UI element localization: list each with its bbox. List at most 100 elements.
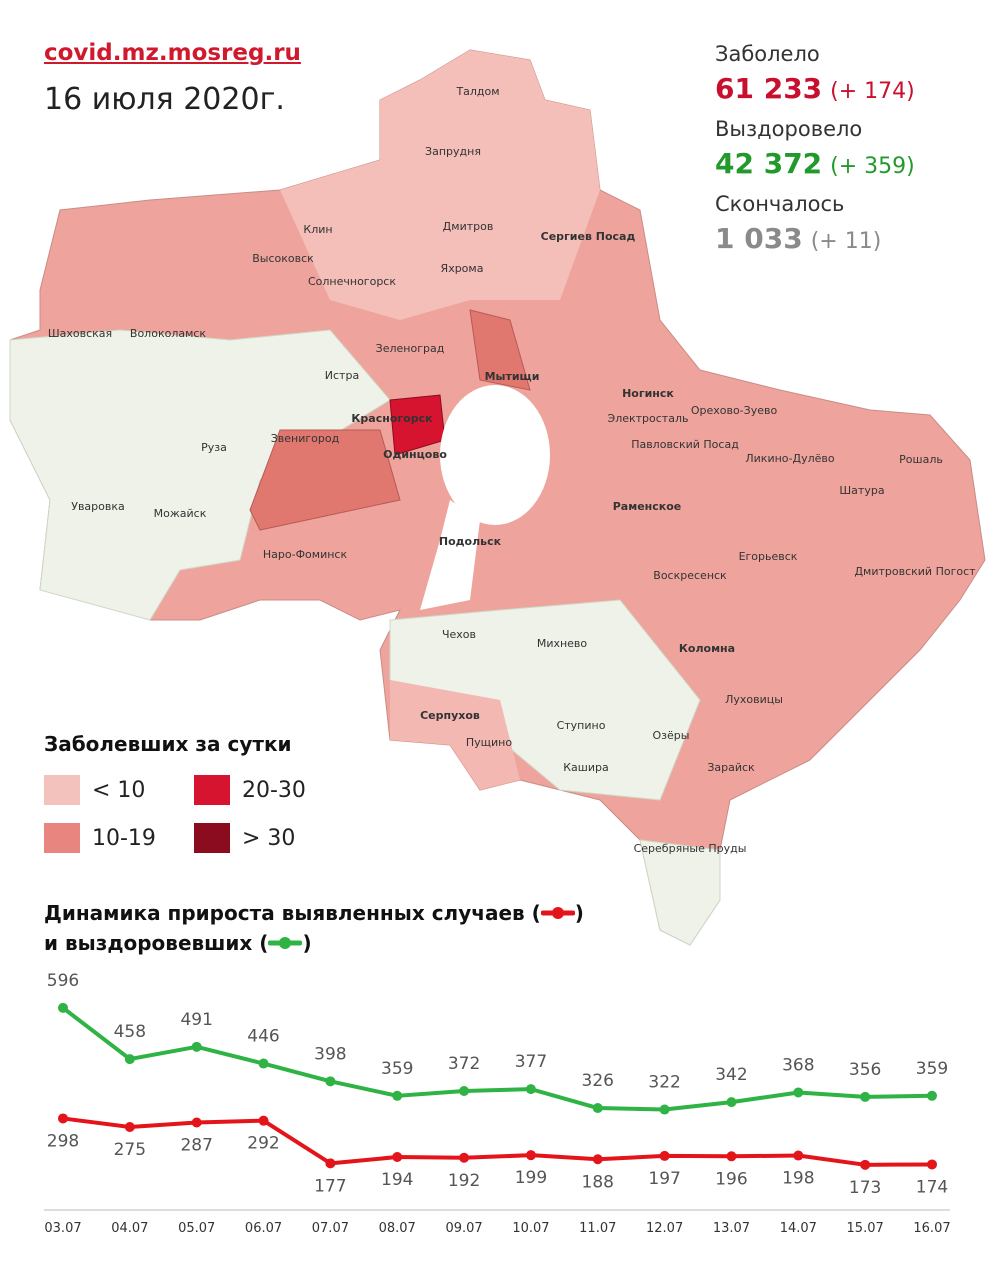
place-label: Волоколамск bbox=[130, 327, 207, 340]
point bbox=[58, 1113, 68, 1124]
x-tick-label: 15.07 bbox=[847, 1221, 884, 1236]
point bbox=[325, 1076, 336, 1087]
region bbox=[280, 50, 600, 320]
x-tick-label: 04.07 bbox=[111, 1221, 148, 1236]
point bbox=[659, 1104, 670, 1115]
region bbox=[9, 329, 391, 621]
stat-value: 1 033 bbox=[715, 222, 803, 255]
x-tick-label: 11.07 bbox=[579, 1221, 616, 1236]
place-label: Солнечногорск bbox=[308, 275, 396, 288]
map: Талдом Запрудня Клин Дмитров Сергиев Посад Вы… bbox=[9, 49, 986, 946]
point bbox=[191, 1041, 202, 1052]
data-label: 198 bbox=[782, 1169, 814, 1189]
place-label: Михнево bbox=[537, 637, 588, 650]
legend-label: 20-30 bbox=[242, 777, 306, 803]
x-tick-label: 12.07 bbox=[646, 1221, 683, 1236]
x-tick-label: 08.07 bbox=[379, 1221, 416, 1236]
legend-dot bbox=[279, 937, 292, 949]
place-label: Одинцово bbox=[383, 448, 447, 461]
place-label: Руза bbox=[201, 441, 227, 454]
place-label: Талдом bbox=[455, 85, 499, 98]
stat-value: 61 233 bbox=[715, 72, 823, 105]
data-label: 446 bbox=[247, 1027, 279, 1047]
point bbox=[927, 1090, 937, 1101]
place-label: Ногинск bbox=[622, 387, 674, 400]
stat-label: Скончалось bbox=[715, 192, 845, 216]
data-label: 356 bbox=[849, 1060, 881, 1080]
point bbox=[525, 1084, 536, 1095]
series-line bbox=[62, 1116, 933, 1167]
place-label: Кашира bbox=[563, 761, 609, 774]
data-label: 368 bbox=[782, 1055, 814, 1075]
date: 16 июля 2020г. bbox=[44, 82, 285, 117]
point bbox=[860, 1091, 871, 1102]
region bbox=[469, 309, 531, 391]
title-line: и выздоровевших () bbox=[44, 928, 584, 958]
place-label: Мытищи bbox=[485, 370, 540, 383]
data-label: 199 bbox=[515, 1168, 547, 1188]
legend-swatch bbox=[540, 907, 576, 919]
point bbox=[459, 1085, 470, 1096]
legend-swatch bbox=[44, 823, 80, 853]
point bbox=[726, 1151, 737, 1162]
place-label: Зеленоград bbox=[376, 342, 445, 355]
x-tick-label: 14.07 bbox=[780, 1221, 817, 1236]
data-label: 491 bbox=[180, 1010, 212, 1030]
data-label: 322 bbox=[648, 1073, 680, 1093]
data-label: 298 bbox=[47, 1131, 79, 1151]
place-label: Раменское bbox=[613, 500, 682, 513]
bracket: ( bbox=[259, 931, 269, 955]
stat-label: Выздоровело bbox=[715, 117, 863, 141]
place-label: Зарайск bbox=[707, 761, 755, 774]
place-label: Наро-Фоминск bbox=[263, 548, 348, 561]
place-label: Клин bbox=[303, 223, 332, 236]
site-url: covid.mz.mosreg.ru bbox=[44, 40, 301, 66]
place-label: Луховицы bbox=[725, 693, 783, 706]
title-line: Динамика прироста выявленных случаев () bbox=[44, 898, 584, 928]
data-label: 292 bbox=[247, 1134, 279, 1154]
place-label: Серпухов bbox=[420, 709, 480, 722]
place-label: Звенигород bbox=[271, 432, 340, 445]
point bbox=[392, 1090, 403, 1101]
legend-swatch bbox=[194, 775, 230, 805]
place-label: Рошаль bbox=[899, 453, 943, 466]
point bbox=[325, 1158, 336, 1169]
point bbox=[592, 1103, 603, 1114]
stat-delta: (+ 359) bbox=[830, 154, 915, 179]
x-tick-label: 10.07 bbox=[512, 1221, 549, 1236]
point bbox=[592, 1154, 603, 1165]
data-label: 326 bbox=[582, 1071, 614, 1091]
x-tick-label: 03.07 bbox=[44, 1221, 81, 1236]
data-label: 177 bbox=[314, 1176, 346, 1196]
stat: Заболело 61 233 (+ 174) bbox=[715, 42, 915, 105]
stat-row: 1 033 (+ 11) bbox=[715, 222, 915, 255]
place-label: Орехово-Зуево bbox=[691, 404, 778, 417]
moscow bbox=[440, 385, 550, 525]
stat-row: 42 372 (+ 359) bbox=[715, 147, 915, 180]
place-label: Дмитров bbox=[443, 220, 494, 233]
legend-label: выздоровевших bbox=[64, 931, 253, 955]
data-label: 197 bbox=[648, 1169, 680, 1189]
legend-label: выявленных случаев bbox=[281, 901, 525, 925]
point bbox=[793, 1150, 804, 1161]
title-text: и bbox=[44, 931, 59, 955]
x-tick-label: 16.07 bbox=[913, 1221, 950, 1236]
legend-swatch bbox=[44, 775, 80, 805]
point bbox=[793, 1087, 804, 1098]
place-label: Ликино-Дулёво bbox=[745, 452, 834, 465]
legend-title: Заболевших за сутки bbox=[44, 732, 292, 756]
place-label: Пущино bbox=[466, 736, 512, 749]
place-label: Озёры bbox=[653, 729, 690, 742]
place-label: Уваровка bbox=[71, 500, 125, 513]
place-label: Егорьевск bbox=[739, 550, 798, 563]
bracket: ( bbox=[531, 901, 541, 925]
legend-item: > 30 bbox=[194, 823, 295, 853]
point bbox=[258, 1115, 269, 1126]
place-label: Можайск bbox=[154, 507, 207, 520]
place-label: Сергиев Посад bbox=[541, 230, 636, 243]
legend-swatch bbox=[194, 823, 230, 853]
place-label: Дмитровский Погост bbox=[854, 565, 976, 578]
place-label: Шатура bbox=[839, 484, 884, 497]
stat: Выздоровело 42 372 (+ 359) bbox=[715, 117, 915, 180]
point bbox=[726, 1097, 737, 1108]
